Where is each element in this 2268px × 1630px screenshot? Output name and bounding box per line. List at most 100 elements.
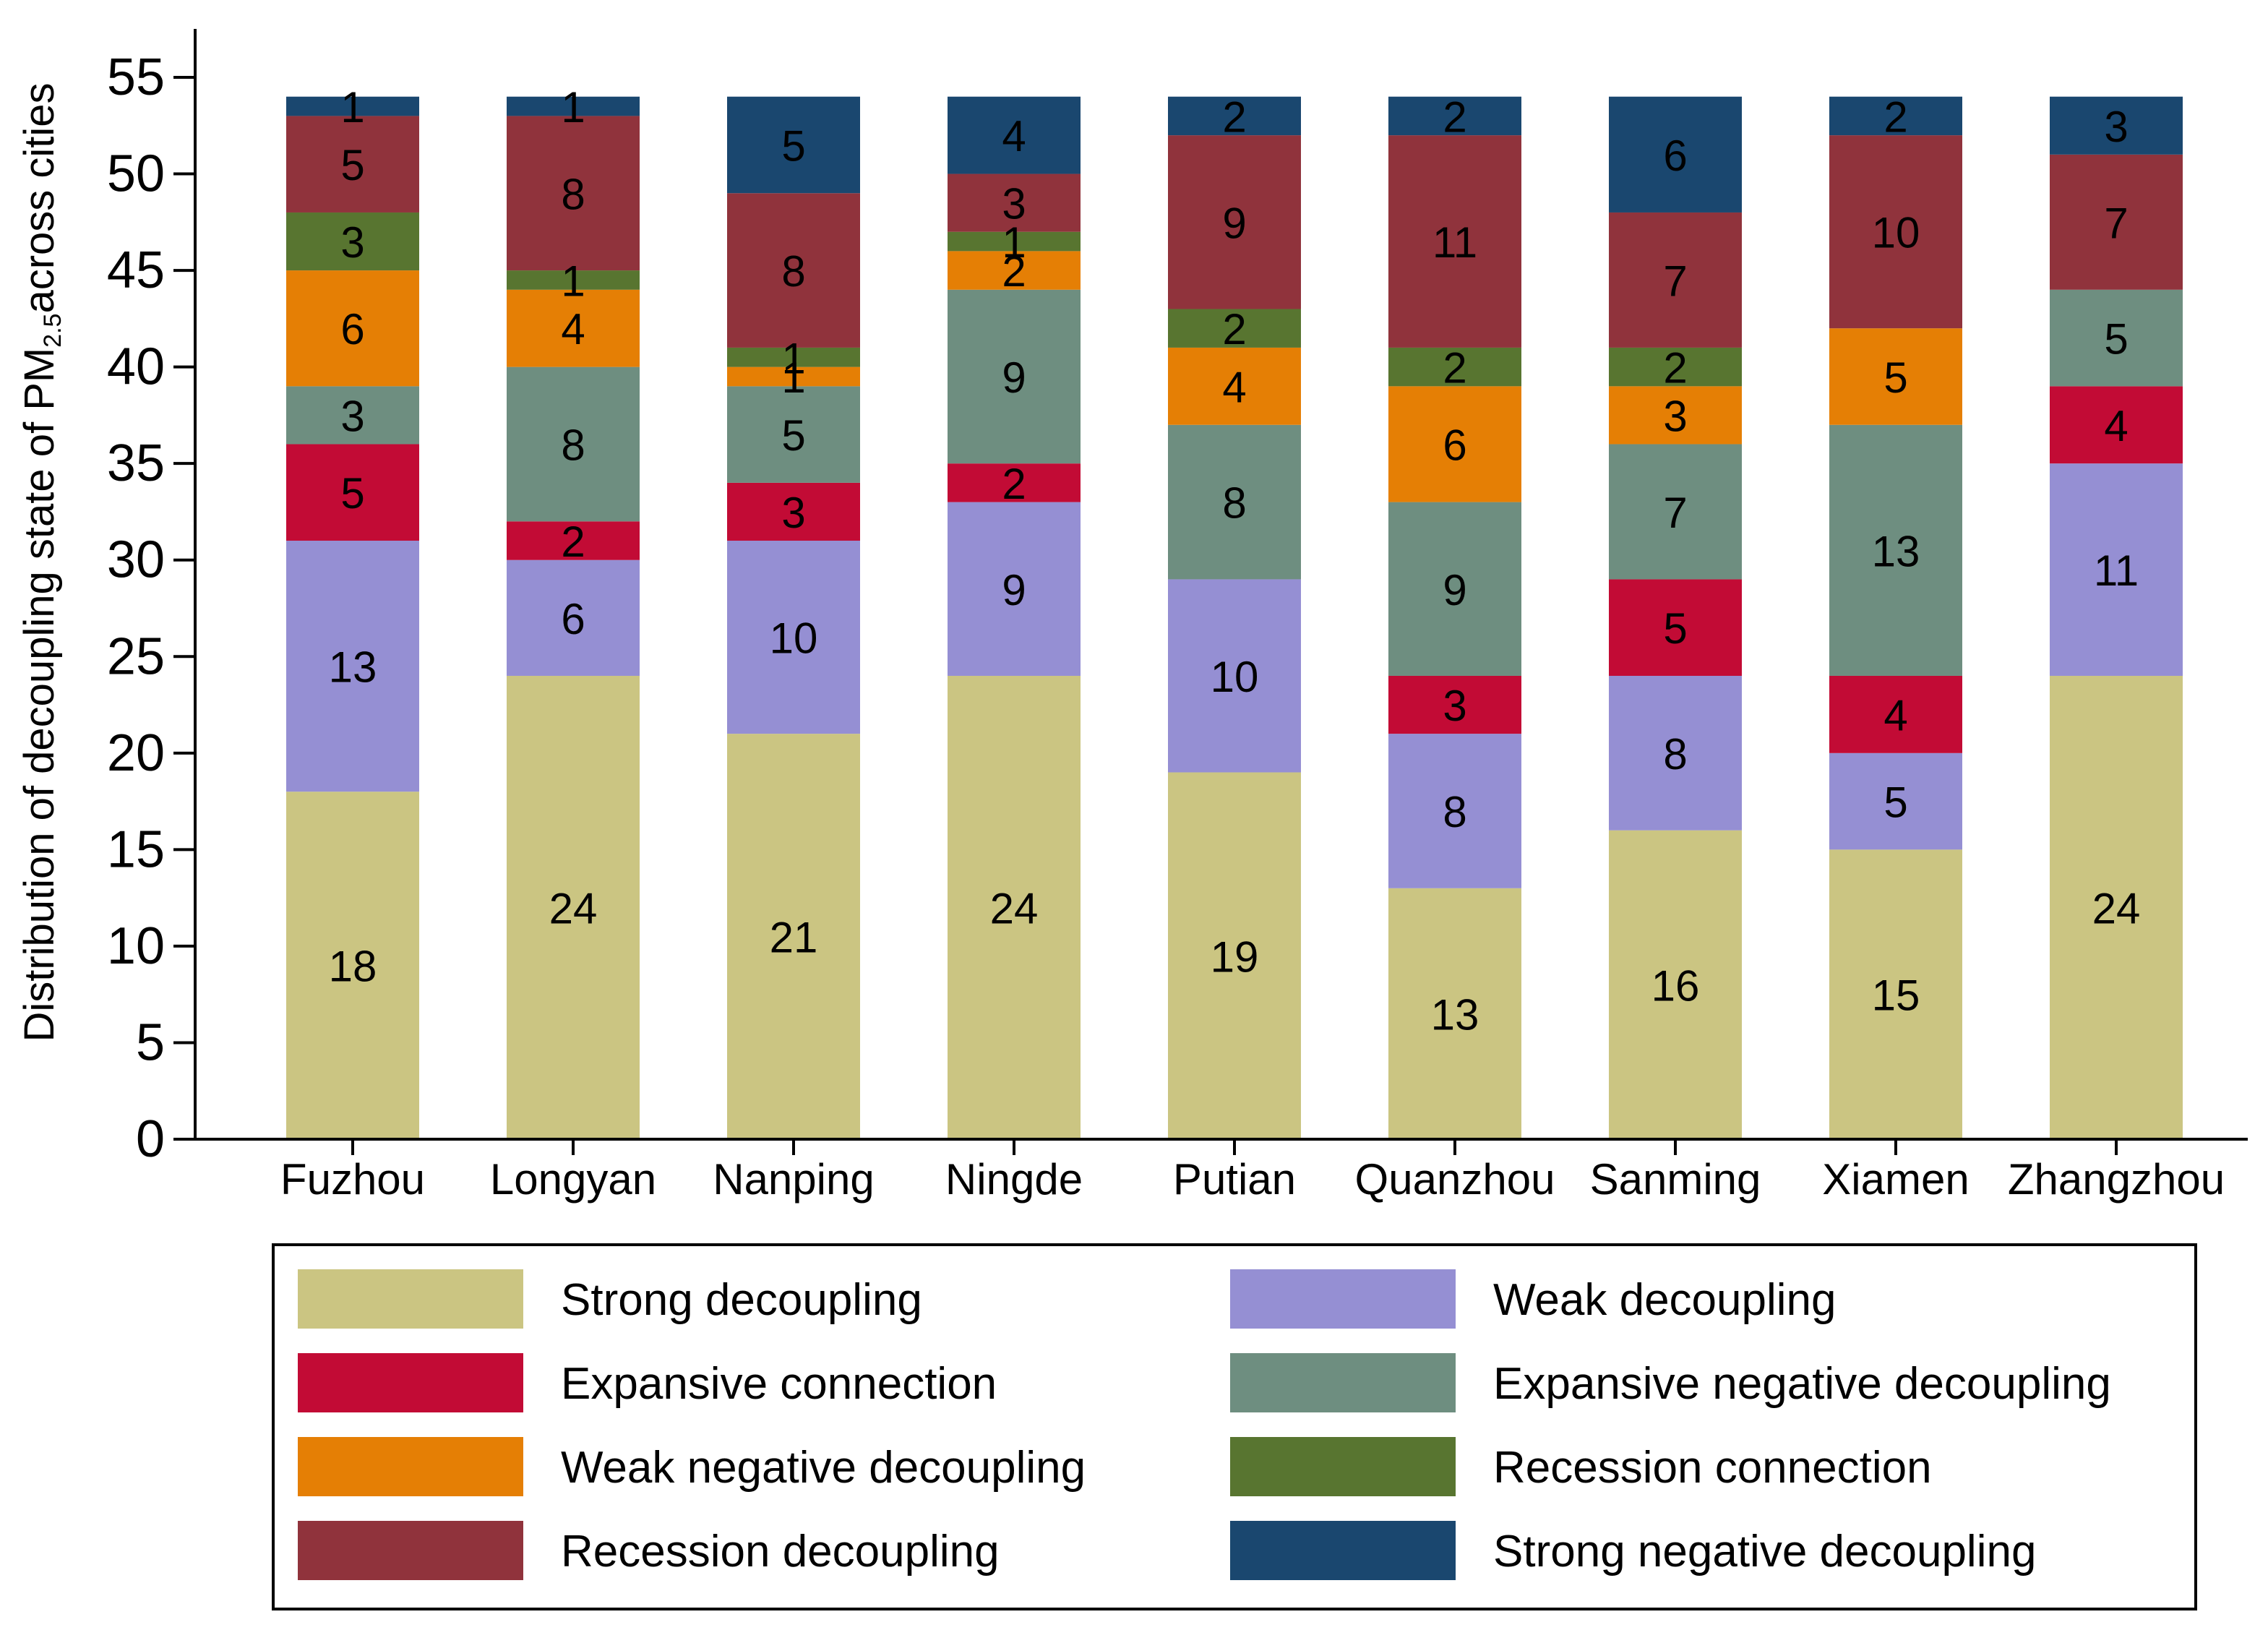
- y-tick-label: 55: [107, 48, 165, 106]
- x-tick-label: Nanping: [713, 1155, 875, 1204]
- x-tick-label: Longyan: [490, 1155, 656, 1204]
- legend-label: Recession decoupling: [561, 1527, 1000, 1577]
- y-tick-label: 0: [136, 1110, 165, 1168]
- bar-segment: [727, 193, 860, 348]
- legend-label: Weak negative decoupling: [561, 1443, 1086, 1493]
- bar-segment-label: 8: [561, 421, 585, 469]
- bar-segment-label: 4: [1883, 691, 1907, 739]
- bar-segment-label: 5: [1663, 604, 1687, 653]
- y-tick-label: 20: [107, 724, 165, 782]
- bar-segment-label: 3: [1443, 682, 1466, 730]
- bar-segment-label: 13: [329, 643, 377, 692]
- bar-segment-label: 16: [1651, 961, 1700, 1010]
- bar-segment: [1388, 386, 1521, 502]
- bar-segment-label: 3: [2104, 103, 2128, 151]
- bar-segment-label: 7: [2104, 199, 2128, 247]
- bar-segment-label: 5: [2104, 315, 2128, 364]
- bar-segment: [1829, 424, 1962, 676]
- bar-segment: [286, 444, 419, 541]
- bar-segment-label: 6: [340, 305, 364, 353]
- bar-segment: [1609, 579, 1742, 676]
- legend-swatch: [1230, 1437, 1456, 1496]
- segment-labels-group: 1813536351246284181211035118524929213419…: [329, 83, 2141, 1039]
- y-tick-label: 45: [107, 241, 165, 299]
- bar-segment: [1168, 579, 1301, 773]
- bar-segment-label: 2: [1663, 344, 1687, 393]
- bar-segment: [1388, 675, 1521, 734]
- bar-segment: [727, 366, 860, 387]
- bar-segment: [1829, 675, 1962, 753]
- bar-segment: [286, 541, 419, 792]
- bar-segment-label: 2: [1002, 460, 1026, 508]
- bar-segment-label: 9: [1222, 199, 1246, 247]
- bar-segment: [286, 212, 419, 271]
- bar-segment-label: 1: [781, 334, 805, 382]
- bar-segment-label: 4: [2104, 402, 2128, 450]
- bar-segment: [1388, 96, 1521, 136]
- bar-segment: [948, 231, 1081, 252]
- y-axis-title-suffix: across cities: [16, 82, 63, 313]
- bar-segment: [948, 96, 1081, 174]
- y-axis-title-subscript: 2.5: [39, 314, 66, 348]
- bar-segment-label: 4: [1002, 112, 1026, 160]
- bar-segment-label: 6: [1663, 132, 1687, 180]
- bar-segment: [1609, 347, 1742, 387]
- bar-segment: [948, 289, 1081, 464]
- bar-segment-label: 10: [770, 614, 818, 663]
- bar-segment-label: 6: [561, 595, 585, 643]
- bar-segment: [286, 386, 419, 445]
- bar-segment: [948, 502, 1081, 676]
- bar-segment: [507, 559, 640, 676]
- bar-segment-label: 4: [1222, 363, 1246, 411]
- y-tick-label: 5: [136, 1013, 165, 1071]
- legend-swatch: [298, 1437, 523, 1496]
- bar-segment-label: 15: [1872, 971, 1920, 1020]
- legend-swatch: [1230, 1353, 1456, 1412]
- bar-segment-label: 18: [329, 943, 377, 991]
- bar-segment-label: 13: [1872, 527, 1920, 575]
- bar-segment-label: 8: [781, 247, 805, 296]
- legend-label: Weak decoupling: [1493, 1275, 1837, 1325]
- bar-segment-label: 2: [1002, 247, 1026, 296]
- bar-segment: [507, 521, 640, 560]
- legend-label: Expansive connection: [561, 1359, 997, 1409]
- bar-segment-label: 1: [781, 353, 805, 402]
- bar-segment: [1829, 849, 1962, 1139]
- bar-segment: [1609, 96, 1742, 213]
- bar-segment-label: 9: [1002, 566, 1026, 614]
- bar-segment: [1388, 888, 1521, 1139]
- bar-segment: [1168, 135, 1301, 309]
- bar-segment: [507, 116, 640, 271]
- bar-segment: [727, 96, 860, 194]
- bar-segment-label: 3: [1663, 392, 1687, 440]
- bar-segment-label: 11: [1432, 218, 1477, 267]
- bar-segment: [948, 173, 1081, 232]
- legend-swatch: [1230, 1269, 1456, 1329]
- bar-segment: [2050, 463, 2183, 676]
- bar-segment: [2050, 96, 2183, 155]
- bar-segment-label: 5: [781, 411, 805, 460]
- bar-segment: [1609, 212, 1742, 348]
- bar-segment: [1829, 328, 1962, 425]
- legend-label: Recession connection: [1493, 1443, 1932, 1493]
- bar-segment: [727, 482, 860, 541]
- bar-segment-label: 8: [1663, 730, 1687, 778]
- bar-segment: [286, 96, 419, 116]
- bar-segment: [507, 270, 640, 290]
- legend-label: Expansive negative decoupling: [1493, 1359, 2111, 1409]
- x-tick-label: Ningde: [945, 1155, 1083, 1204]
- bar-segment-label: 1: [1002, 218, 1026, 267]
- y-tick-label: 30: [107, 531, 165, 589]
- bar-segment: [2050, 289, 2183, 387]
- bar-segment: [2050, 386, 2183, 464]
- bar-segment-label: 5: [1883, 778, 1907, 827]
- legend-swatch: [298, 1353, 523, 1412]
- bar-segment: [507, 366, 640, 522]
- bar-segment-label: 8: [561, 170, 585, 218]
- bar-segment: [1168, 309, 1301, 348]
- bar-segment: [1388, 734, 1521, 888]
- bar-segment: [1609, 444, 1742, 580]
